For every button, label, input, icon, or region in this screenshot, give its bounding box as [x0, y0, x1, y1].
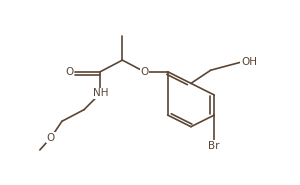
Text: OH: OH	[241, 58, 257, 68]
Text: O: O	[65, 67, 74, 77]
Text: O: O	[140, 67, 148, 77]
Text: NH: NH	[92, 88, 108, 98]
Text: Br: Br	[208, 141, 220, 151]
Text: O: O	[47, 133, 55, 143]
